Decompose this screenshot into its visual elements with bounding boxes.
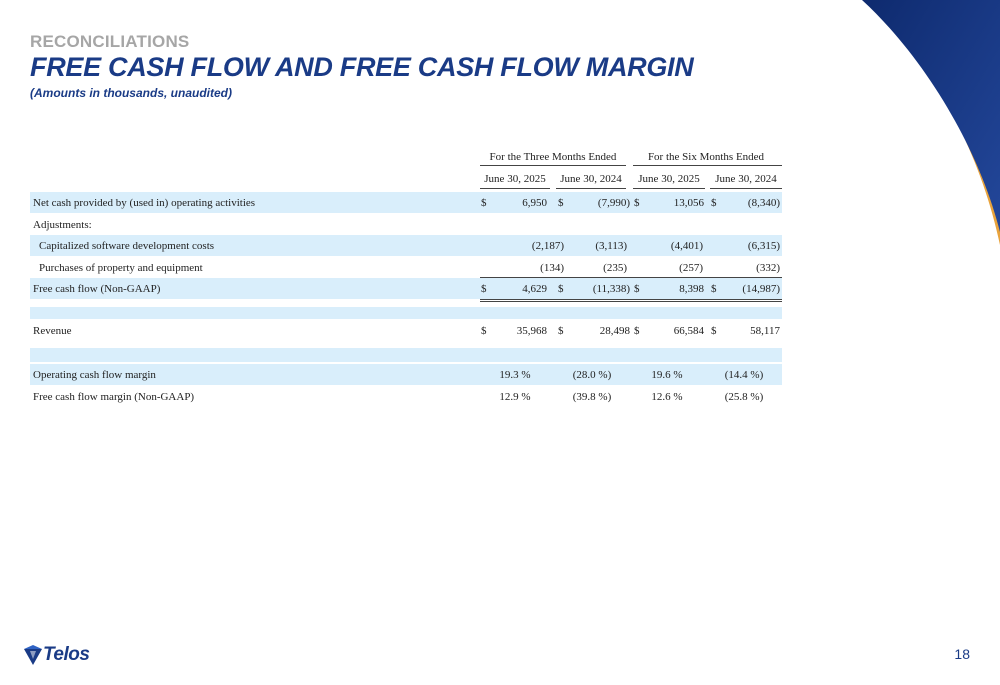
table-row: Capitalized software development costs (… — [30, 235, 782, 256]
page-number: 18 — [954, 646, 970, 662]
currency-symbol: $ — [481, 283, 487, 295]
currency-symbol: $ — [711, 197, 717, 209]
column-underline — [710, 188, 782, 189]
cell-value: 12.9 % — [499, 391, 531, 403]
cell-value: (7,990) — [597, 197, 630, 209]
currency-symbol: $ — [634, 325, 640, 337]
spacer-row — [30, 307, 782, 319]
currency-symbol: $ — [558, 325, 564, 337]
cell-value: 66,584 — [673, 325, 704, 337]
total-double-rule — [480, 299, 782, 300]
cell-value: (14.4 %) — [724, 369, 764, 381]
page-subtitle: (Amounts in thousands, unaudited) — [30, 86, 232, 100]
row-label: Free cash flow margin (Non-GAAP) — [33, 391, 195, 403]
row-label: Operating cash flow margin — [33, 369, 156, 381]
table-row: Adjustments: — [30, 214, 782, 235]
period-header-six-months: For the Six Months Ended — [647, 151, 765, 163]
row-label: Revenue — [33, 325, 72, 337]
cell-value: (8,340) — [747, 197, 780, 209]
page-title: FREE CASH FLOW AND FREE CASH FLOW MARGIN — [30, 52, 694, 82]
currency-symbol: $ — [481, 325, 487, 337]
cell-value: 12.6 % — [651, 391, 683, 403]
currency-symbol: $ — [634, 197, 640, 209]
cell-value: (39.8 %) — [572, 391, 612, 403]
cell-value: 35,968 — [516, 325, 547, 337]
currency-symbol: $ — [634, 283, 640, 295]
period-header-three-months: For the Three Months Ended — [489, 151, 617, 163]
currency-symbol: $ — [558, 283, 564, 295]
row-label: Purchases of property and equipment — [39, 262, 203, 274]
telos-logo: Telos — [43, 644, 90, 665]
period-underline — [480, 165, 626, 166]
cell-value: 6,950 — [522, 197, 547, 209]
cell-value: 13,056 — [673, 197, 704, 209]
cell-value: (25.8 %) — [724, 391, 764, 403]
table-row: Free cash flow margin (Non-GAAP) 12.9 % … — [30, 386, 782, 407]
row-label: Net cash provided by (used in) operating… — [33, 197, 256, 209]
row-label: Adjustments: — [33, 219, 92, 231]
cell-value: 19.3 % — [499, 369, 531, 381]
currency-symbol: $ — [481, 197, 487, 209]
currency-symbol: $ — [558, 197, 564, 209]
section-kicker: RECONCILIATIONS — [30, 32, 190, 51]
cell-value: (134) — [540, 262, 564, 274]
column-header: June 30, 2025 — [638, 173, 700, 185]
table-row: Revenue $ 35,968 $ 28,498 $ 66,584 $ 58,… — [30, 320, 782, 341]
table-row: Net cash provided by (used in) operating… — [30, 192, 782, 213]
cell-value: (2,187) — [531, 240, 564, 252]
spacer-row — [30, 348, 782, 362]
table-row: Operating cash flow margin 19.3 % (28.0 … — [30, 364, 782, 385]
cell-value: 58,117 — [750, 325, 780, 337]
cell-value: (4,401) — [670, 240, 703, 252]
column-header: June 30, 2024 — [560, 173, 622, 185]
column-underline — [633, 188, 705, 189]
period-underline — [633, 165, 782, 166]
cell-value: 28,498 — [599, 325, 630, 337]
cell-value: 8,398 — [679, 283, 704, 295]
telos-logo-icon — [24, 645, 42, 665]
table-row: Free cash flow (Non-GAAP) $ 4,629 $ (11,… — [30, 278, 782, 299]
cell-value: (235) — [603, 262, 627, 274]
currency-symbol: $ — [711, 283, 717, 295]
total-double-rule — [480, 301, 782, 302]
row-label: Capitalized software development costs — [39, 240, 215, 252]
row-label: Free cash flow (Non-GAAP) — [33, 283, 161, 295]
cell-value: (3,113) — [595, 240, 627, 252]
column-header: June 30, 2024 — [715, 173, 777, 185]
cell-value: (257) — [679, 262, 703, 274]
column-underline — [480, 188, 550, 189]
cell-value: 4,629 — [522, 283, 547, 295]
cell-value: (11,338) — [592, 283, 630, 295]
subtotal-rule — [480, 277, 782, 278]
column-underline — [556, 188, 626, 189]
table-row: Purchases of property and equipment (134… — [30, 257, 782, 278]
corner-decoration — [862, 0, 1000, 245]
cell-value: (14,987) — [742, 283, 780, 295]
cell-value: (28.0 %) — [572, 369, 612, 381]
cell-value: (332) — [756, 262, 780, 274]
cell-value: 19.6 % — [651, 369, 683, 381]
column-header: June 30, 2025 — [484, 173, 546, 185]
cell-value: (6,315) — [747, 240, 780, 252]
currency-symbol: $ — [711, 325, 717, 337]
